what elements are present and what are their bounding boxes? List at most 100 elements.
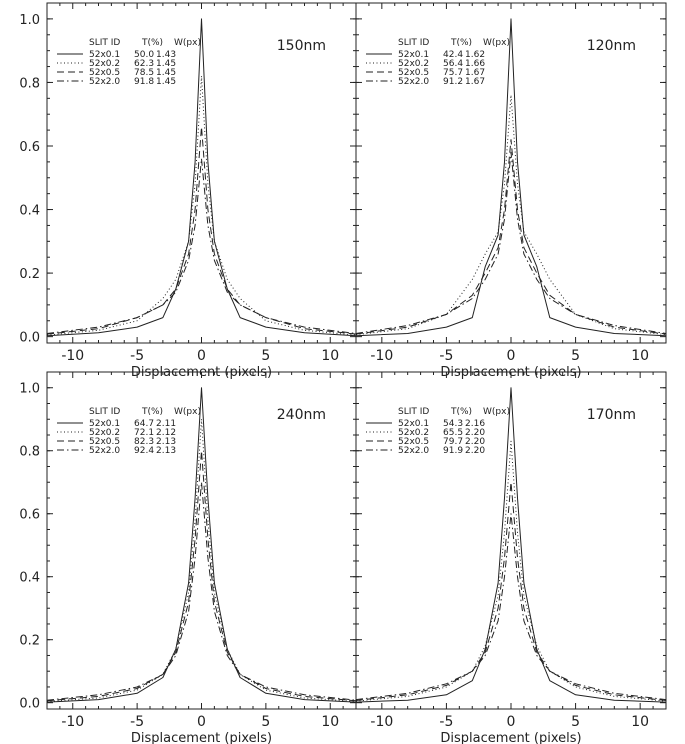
legend-w-value: 2.20: [465, 428, 485, 438]
series-line-52x0.1: [355, 387, 667, 703]
series-line-52x2.0: [46, 481, 357, 701]
x-tick-label: -5: [439, 348, 453, 364]
legend-t-value: 79.7: [443, 437, 463, 447]
legend-slit-id: 52x0.5: [89, 68, 120, 78]
legend-t-value: 82.3: [134, 437, 154, 447]
legend-w-value: 2.13: [156, 446, 176, 456]
legend-t-value: 50.0: [134, 50, 154, 60]
legend-header: SLIT ID: [398, 38, 429, 48]
legend-w-value: 2.11: [156, 419, 176, 429]
y-tick-label: 0.6: [19, 508, 40, 523]
legend-t-value: 91.8: [134, 77, 154, 87]
legend-slit-id: 52x2.0: [398, 446, 429, 456]
legend-w-value: 1.67: [465, 77, 485, 87]
legend-t-value: 78.5: [134, 68, 154, 78]
legend-header: SLIT ID: [89, 407, 120, 417]
x-tick-label: 0: [197, 714, 206, 730]
y-tick-label: 0.8: [19, 76, 40, 91]
legend-t-value: 65.5: [443, 428, 463, 438]
series-line-52x2.0: [355, 513, 667, 701]
x-tick-label: 5: [571, 714, 580, 730]
legend-w-value: 2.16: [465, 419, 485, 429]
legend-slit-id: 52x2.0: [89, 446, 120, 456]
legend-header: W(px): [483, 407, 510, 417]
x-axis-label: Displacement (pixels): [131, 731, 272, 744]
legend-header: T(%): [141, 38, 163, 48]
x-tick-label: 10: [321, 714, 339, 730]
y-tick-label: 0.2: [19, 634, 40, 649]
series-line-52x0.5: [355, 481, 667, 701]
legend-t-value: 54.3: [443, 419, 463, 429]
series-line-52x2.0: [355, 151, 667, 334]
legend-w-value: 1.45: [156, 59, 176, 69]
legend-header: T(%): [450, 38, 472, 48]
series-line-52x0.2: [355, 94, 667, 336]
legend-slit-id: 52x0.1: [398, 419, 429, 429]
x-tick-label: 5: [261, 714, 270, 730]
legend-w-value: 1.45: [156, 77, 176, 87]
x-tick-label: -10: [61, 714, 84, 730]
series-line-52x2.0: [46, 158, 357, 334]
legend-t-value: 72.1: [134, 428, 154, 438]
chart-panel: -10 -5 0 5 100.00.20.40.60.81.0Displacement …: [19, 2, 357, 380]
legend-slit-id: 52x0.2: [89, 428, 120, 438]
panel-title: 240nm: [277, 407, 326, 423]
legend-slit-id: 52x0.1: [89, 419, 120, 429]
chart-panel: -10 -5 0 5 100.00.20.40.60.81.0Displacement …: [19, 371, 357, 744]
legend-w-value: 1.62: [465, 50, 485, 60]
y-tick-label: 1.0: [19, 13, 40, 28]
legend-t-value: 42.4: [443, 50, 463, 60]
y-tick-label: 0.0: [19, 331, 40, 346]
legend-t-value: 91.9: [443, 446, 463, 456]
legend-header: W(px): [174, 38, 201, 48]
legend-t-value: 75.7: [443, 68, 463, 78]
legend-t-value: 92.4: [134, 446, 154, 456]
legend-w-value: 2.20: [465, 446, 485, 456]
legend-slit-id: 52x2.0: [398, 77, 429, 87]
legend-slit-id: 52x0.5: [398, 437, 429, 447]
legend-t-value: 91.2: [443, 77, 463, 87]
legend-t-value: 64.7: [134, 419, 154, 429]
x-tick-label: 10: [631, 348, 649, 364]
legend-slit-id: 52x0.2: [398, 428, 429, 438]
legend-header: SLIT ID: [398, 407, 429, 417]
legend-header: SLIT ID: [89, 38, 120, 48]
series-line-52x0.2: [355, 440, 667, 702]
legend-w-value: 2.13: [156, 437, 176, 447]
x-tick-label: -10: [61, 348, 84, 364]
legend-w-value: 1.67: [465, 68, 485, 78]
legend-w-value: 1.43: [156, 50, 176, 60]
series-line-52x0.2: [46, 418, 357, 702]
chart-panel: -10 -5 0 5 10 Displacement (pixels) 170nm SLIT …: [355, 371, 667, 744]
series-line-52x0.1: [46, 387, 357, 703]
x-tick-label: -5: [130, 348, 144, 364]
legend-slit-id: 52x0.5: [89, 437, 120, 447]
legend-slit-id: 52x0.1: [398, 50, 429, 60]
legend-w-value: 1.66: [465, 59, 485, 69]
panel-title: 170nm: [587, 407, 636, 423]
legend-w-value: 2.12: [156, 428, 176, 438]
y-tick-label: 0.4: [19, 571, 40, 586]
legend-slit-id: 52x0.5: [398, 68, 429, 78]
x-tick-label: -10: [370, 348, 393, 364]
x-tick-label: 0: [507, 348, 516, 364]
y-tick-label: 0.6: [19, 140, 40, 155]
legend-header: W(px): [483, 38, 510, 48]
legend-t-value: 62.3: [134, 59, 154, 69]
x-tick-label: 0: [197, 348, 206, 364]
legend-w-value: 2.20: [465, 437, 485, 447]
x-tick-label: 0: [507, 714, 516, 730]
series-line-52x0.5: [46, 450, 357, 702]
legend-header: T(%): [141, 407, 163, 417]
y-tick-label: 0.2: [19, 267, 40, 282]
legend-header: W(px): [174, 407, 201, 417]
panel-title: 120nm: [587, 38, 636, 54]
series-line-52x0.2: [46, 75, 357, 336]
x-axis-label: Displacement (pixels): [440, 731, 581, 744]
legend-header: T(%): [450, 407, 472, 417]
series-line-52x0.5: [355, 139, 667, 335]
x-tick-label: 5: [261, 348, 270, 364]
series-line-52x0.1: [46, 18, 357, 337]
